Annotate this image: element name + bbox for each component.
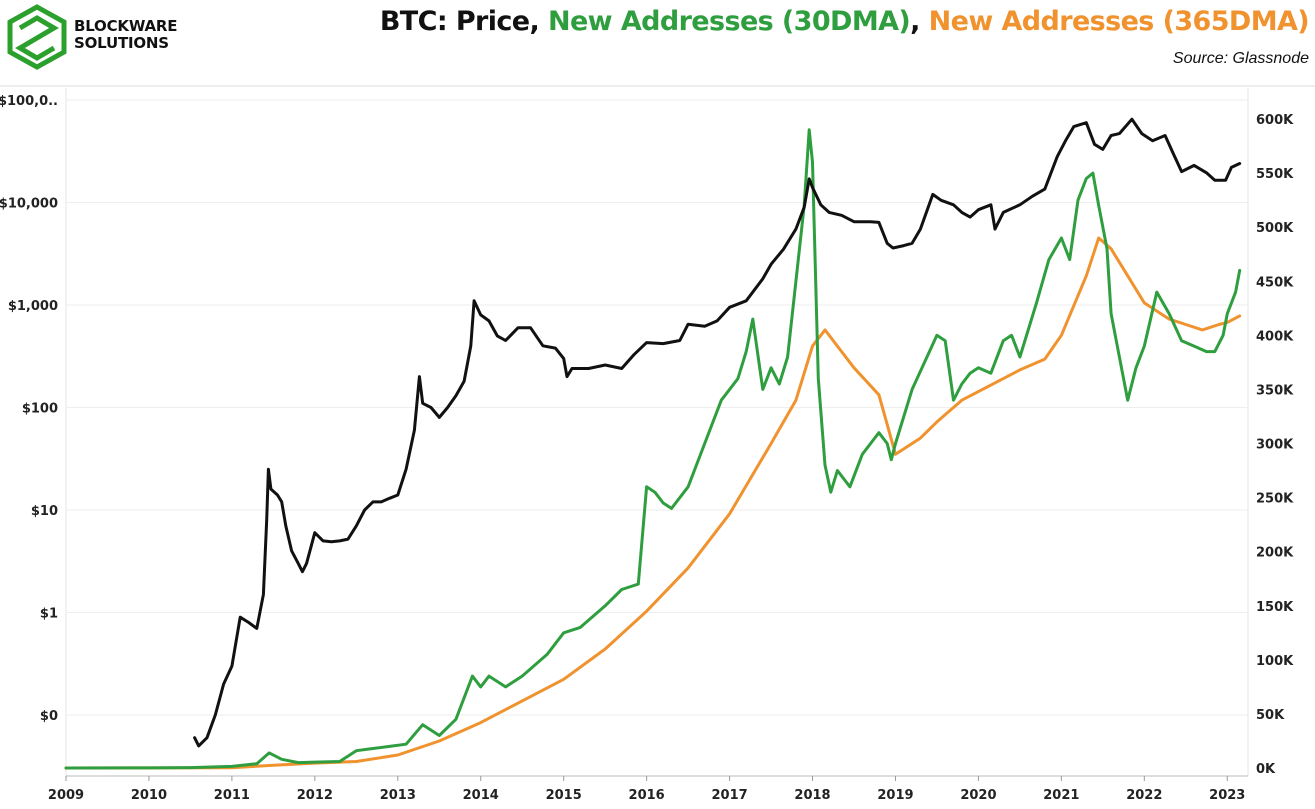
y-left-tick-label: $10 (31, 504, 58, 519)
y-right-tick-label: 250K (1256, 492, 1294, 507)
series-line-1 (64, 128, 1242, 770)
title-part-1: , (529, 6, 548, 37)
y-right-tick-label: 300K (1256, 438, 1294, 453)
y-right-tick-label: 0K (1256, 762, 1276, 777)
x-tick-label: 2020 (960, 788, 996, 803)
chart-source: Source: Glassnode (1172, 50, 1309, 67)
y-right-tick-label: 100K (1256, 654, 1294, 669)
title-part-2: New Addresses (30DMA) (547, 6, 911, 37)
x-tick-label: 2009 (48, 788, 84, 803)
y-right-tick-label: 400K (1256, 329, 1294, 344)
y-left-tick-label: $1 (40, 607, 58, 622)
brand-line-2: SOLUTIONS (74, 34, 169, 52)
series-line-0 (193, 117, 1242, 748)
x-tick-label: 2012 (297, 788, 333, 803)
y-left-tick-label: $100 (22, 402, 58, 417)
x-tick-label: 2023 (1209, 788, 1245, 803)
x-tick-label: 2016 (629, 788, 665, 803)
y-right-tick-label: 200K (1256, 546, 1294, 561)
y-right-tick-label: 50K (1256, 708, 1285, 723)
x-tick-label: 2022 (1126, 788, 1162, 803)
x-tick-label: 2019 (877, 788, 913, 803)
brand-line-1: BLOCKWARE (74, 17, 178, 35)
blockware-hex-cube-icon (7, 4, 67, 70)
x-tick-label: 2011 (214, 788, 250, 803)
title-part-0: BTC: Price (379, 6, 530, 37)
x-tick-label: 2014 (463, 788, 499, 803)
y-right-tick-label: 350K (1256, 383, 1294, 398)
y-left-tick-label: $0 (40, 709, 58, 724)
title-part-3: , (910, 6, 929, 37)
y-right-tick-label: 550K (1256, 167, 1294, 182)
title-part-4: New Addresses (365DMA) (928, 6, 1310, 37)
x-tick-label: 2013 (380, 788, 416, 803)
brand-name: BLOCKWARE SOLUTIONS (74, 17, 178, 52)
y-right-tick-label: 600K (1256, 113, 1294, 128)
y-right-tick-label: 150K (1256, 600, 1294, 615)
series-line-2 (64, 236, 1242, 770)
logo-shape (7, 4, 67, 70)
chart-title: BTC: Price, New Addresses (30DMA), New A… (379, 6, 1310, 37)
x-tick-label: 2010 (131, 788, 167, 803)
y-left-tick-label: $100,0.. (0, 94, 58, 109)
y-right-tick-label: 500K (1256, 221, 1294, 236)
y-left-tick-label: $1,000 (8, 299, 58, 314)
y-left-tick-label: $10,000 (0, 197, 58, 212)
y-right-tick-label: 450K (1256, 275, 1294, 290)
x-tick-label: 2017 (711, 788, 747, 803)
x-tick-label: 2021 (1043, 788, 1079, 803)
x-tick-label: 2018 (794, 788, 830, 803)
brand-logo: BLOCKWARE SOLUTIONS (6, 4, 178, 70)
x-tick-label: 2015 (546, 788, 582, 803)
